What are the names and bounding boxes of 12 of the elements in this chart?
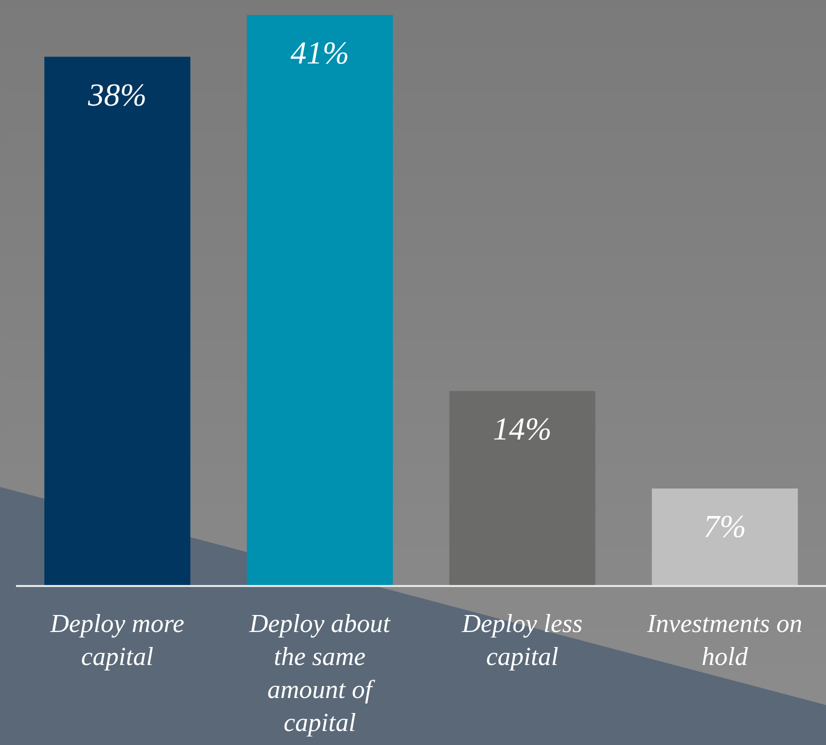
bar xyxy=(246,15,393,586)
x-tick-label: Deploy more capital xyxy=(49,609,184,671)
bar xyxy=(652,488,798,586)
data-label: 14% xyxy=(493,410,552,447)
x-tick-label: Investments on hold xyxy=(646,609,802,671)
x-tick-label: Deploy about the same amount of capital xyxy=(248,609,391,737)
data-label: 38% xyxy=(87,76,147,112)
data-label: 7% xyxy=(704,508,746,544)
data-label: 41% xyxy=(290,34,350,71)
bar xyxy=(44,56,190,586)
bar xyxy=(449,391,596,586)
x-tick-label: Deploy less capital xyxy=(460,609,583,671)
